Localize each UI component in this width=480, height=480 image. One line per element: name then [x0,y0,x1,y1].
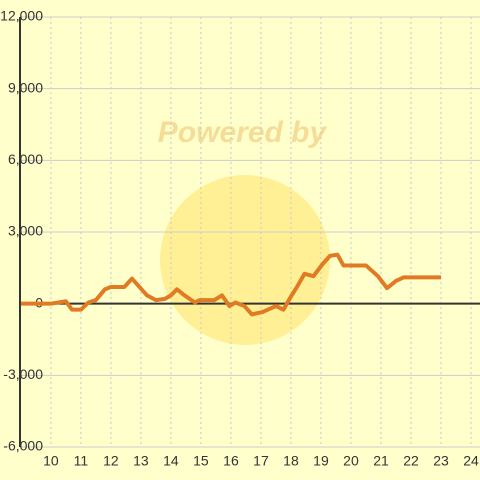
x-tick-label: 10 [43,453,59,469]
y-tick-label: 12,000 [0,8,43,24]
x-tick-label: 16 [223,453,239,469]
x-tick-label: 23 [433,453,449,469]
x-tick-label: 22 [403,453,419,469]
x-tick-label: 21 [373,453,389,469]
x-tick-label: 19 [313,453,329,469]
x-tick-label: 18 [283,453,299,469]
line [20,252,441,317]
x-tick-label: 15 [193,453,209,469]
x-tick-label: 24 [463,453,479,469]
y-tick-label: -6,000 [3,438,43,454]
x-tick-label: 14 [163,453,179,469]
y-tick-label: 9,000 [8,79,43,95]
x-tick-label: 12 [103,453,119,469]
x-tick-label: 20 [343,453,359,469]
watermark: Powered by [158,116,328,149]
x-tick-label: 13 [133,453,149,469]
y-tick-label: -3,000 [3,366,43,382]
watermark-logo [160,175,330,345]
y-tick-label: 3,000 [8,223,43,239]
x-tick-label: 17 [253,453,269,469]
y-tick-label: 6,000 [8,151,43,167]
x-tick-label: 11 [74,453,89,469]
